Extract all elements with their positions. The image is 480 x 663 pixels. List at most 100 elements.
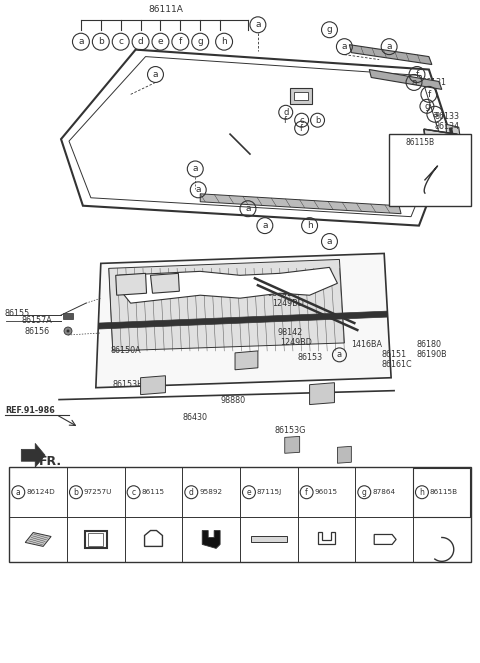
Text: 86430: 86430 <box>182 413 207 422</box>
Text: 86115B: 86115B <box>405 138 434 147</box>
Text: 87115J: 87115J <box>257 489 282 495</box>
Bar <box>389 134 471 206</box>
Text: f: f <box>179 37 182 46</box>
Text: a: a <box>386 42 392 51</box>
Text: 86133: 86133 <box>435 112 460 121</box>
Text: c: c <box>300 116 304 125</box>
Polygon shape <box>446 124 464 164</box>
Polygon shape <box>200 194 401 213</box>
Text: a: a <box>16 488 21 497</box>
Bar <box>413 467 470 517</box>
Text: 86115B: 86115B <box>430 489 458 495</box>
Text: 86111A: 86111A <box>148 5 183 15</box>
Text: h: h <box>420 488 424 497</box>
Text: 98142: 98142 <box>268 288 293 298</box>
Text: e: e <box>247 488 251 497</box>
Text: 98880: 98880 <box>220 396 245 405</box>
Text: 96015: 96015 <box>314 489 338 495</box>
Text: h: h <box>395 138 399 147</box>
Polygon shape <box>369 70 442 90</box>
Text: a: a <box>192 164 198 174</box>
Polygon shape <box>285 436 300 453</box>
Polygon shape <box>96 253 391 388</box>
Text: 87864: 87864 <box>372 489 396 495</box>
Circle shape <box>67 330 70 332</box>
Text: a: a <box>337 350 342 359</box>
Text: g: g <box>326 25 332 34</box>
Bar <box>294 92 308 100</box>
Text: 86156: 86156 <box>24 326 49 335</box>
Bar <box>63 313 73 319</box>
Text: 86190B: 86190B <box>417 350 447 359</box>
Text: e: e <box>157 37 163 46</box>
Text: a: a <box>153 70 158 79</box>
Text: a: a <box>195 186 201 194</box>
Text: c: c <box>118 37 123 46</box>
Text: 86153G: 86153G <box>275 426 306 435</box>
Polygon shape <box>337 446 351 463</box>
Text: h: h <box>307 221 312 230</box>
Text: REF.91-986: REF.91-986 <box>5 406 55 415</box>
Text: 97257U: 97257U <box>84 489 112 495</box>
Text: 86124D: 86124D <box>26 489 55 495</box>
Text: a: a <box>432 110 438 119</box>
Text: 86134: 86134 <box>435 122 460 131</box>
Text: g: g <box>197 37 203 46</box>
Text: 86180: 86180 <box>417 340 442 349</box>
Text: 98142: 98142 <box>278 328 303 337</box>
Text: 86131: 86131 <box>422 78 447 87</box>
Text: b: b <box>73 488 78 497</box>
Text: f: f <box>305 488 308 497</box>
Text: g: g <box>362 488 367 497</box>
Text: 86153: 86153 <box>298 353 323 363</box>
Text: a: a <box>327 237 332 246</box>
Text: b: b <box>98 37 104 46</box>
Text: 86153H: 86153H <box>113 380 144 389</box>
Polygon shape <box>25 532 51 546</box>
Polygon shape <box>21 444 45 467</box>
Polygon shape <box>235 351 258 370</box>
Text: c: c <box>132 488 136 497</box>
Text: f: f <box>427 90 431 99</box>
Polygon shape <box>109 259 344 351</box>
Text: f: f <box>300 124 303 133</box>
Text: f: f <box>415 70 419 79</box>
Polygon shape <box>99 311 387 329</box>
Text: b: b <box>315 116 320 125</box>
Bar <box>290 88 312 104</box>
Text: FR.: FR. <box>39 455 62 467</box>
Text: 95892: 95892 <box>199 489 222 495</box>
Text: d: d <box>283 108 288 117</box>
Text: a: a <box>78 37 84 46</box>
Text: f: f <box>284 116 287 125</box>
Polygon shape <box>424 129 457 186</box>
Text: a: a <box>245 204 251 213</box>
Polygon shape <box>151 273 180 293</box>
Text: h: h <box>221 37 227 46</box>
Text: 86150A: 86150A <box>111 346 142 355</box>
Polygon shape <box>251 536 287 542</box>
Text: 86115: 86115 <box>142 489 165 495</box>
Polygon shape <box>310 383 335 404</box>
Text: a: a <box>255 21 261 29</box>
Text: 86161C: 86161C <box>381 360 412 369</box>
Text: 86151: 86151 <box>381 350 406 359</box>
Text: 86139: 86139 <box>431 166 456 176</box>
Text: a: a <box>342 42 347 51</box>
Polygon shape <box>116 273 146 295</box>
Polygon shape <box>202 530 220 548</box>
Text: d: d <box>138 37 144 46</box>
Text: 86157A: 86157A <box>21 316 52 325</box>
Polygon shape <box>349 44 432 64</box>
Polygon shape <box>141 376 166 394</box>
Text: 1416BA: 1416BA <box>351 340 383 349</box>
Text: 86155: 86155 <box>4 308 30 318</box>
Text: 86138: 86138 <box>431 156 456 166</box>
Text: 1249BD: 1249BD <box>280 338 312 347</box>
Text: d: d <box>189 488 194 497</box>
Circle shape <box>64 327 72 335</box>
Bar <box>9 467 471 562</box>
Text: a: a <box>262 221 268 230</box>
Text: 1249BD: 1249BD <box>272 298 304 308</box>
Polygon shape <box>119 267 337 303</box>
